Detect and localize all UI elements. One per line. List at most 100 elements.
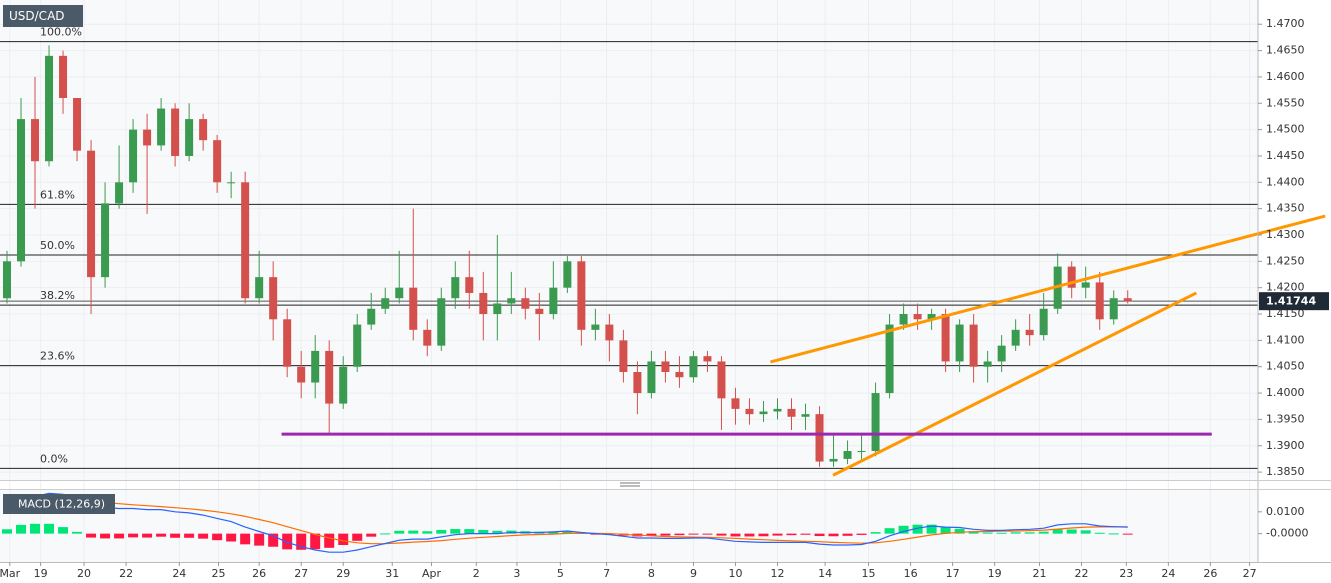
resize-handle[interactable]: [620, 482, 640, 487]
y-tick-label: 0.0100: [1266, 505, 1305, 518]
candle-body: [885, 324, 894, 394]
x-tick-label: 3: [513, 567, 520, 580]
y-tick-label: 1.3900: [1266, 439, 1305, 452]
macd-histogram-bar: [758, 533, 769, 537]
candle-body: [73, 98, 82, 151]
macd-histogram-bar: [730, 533, 741, 537]
trendline: [770, 214, 1326, 364]
x-tick-label: 24: [1161, 567, 1175, 580]
x-tick-label: 26: [252, 567, 266, 580]
candle-body: [381, 298, 390, 309]
macd-histogram-bar: [1052, 529, 1063, 534]
candle-body: [409, 287, 418, 330]
x-tick-label: 19: [988, 567, 1002, 580]
x-tick-label: 9: [690, 567, 697, 580]
candle-body: [843, 451, 852, 459]
x-tick-label: 22: [1074, 567, 1088, 580]
macd-histogram-bar: [548, 531, 559, 534]
macd-histogram-bar: [786, 533, 797, 536]
macd-histogram-bar: [814, 533, 825, 537]
macd-histogram-bar: [310, 533, 321, 550]
x-tick-label: 12: [770, 567, 784, 580]
x-tick-label: 7: [603, 567, 610, 580]
macd-histogram-bar: [688, 533, 699, 535]
candle-body: [941, 314, 950, 362]
x-tick-label: 16: [904, 567, 918, 580]
candle-body: [787, 408, 796, 417]
candle-body: [1067, 266, 1076, 288]
y-tick-label: 1.4500: [1266, 123, 1305, 136]
candle-body: [731, 398, 740, 409]
candle-body: [605, 324, 614, 341]
macd-histogram-bar: [114, 533, 125, 539]
macd-histogram-bar: [982, 532, 993, 534]
macd-histogram-bar: [1038, 531, 1049, 534]
macd-histogram-bar: [800, 533, 811, 535]
y-tick-label: 1.4350: [1266, 202, 1305, 215]
candle-body: [451, 277, 460, 299]
macd-histogram-bar: [702, 533, 713, 535]
candle-body: [1095, 282, 1104, 320]
candle-body: [283, 319, 292, 367]
candle-body: [997, 345, 1006, 362]
x-tick-label: 21: [1032, 567, 1046, 580]
candle-body: [773, 408, 782, 412]
x-tick-label: 24: [172, 567, 186, 580]
x-tick-label: 14: [818, 567, 832, 580]
x-tick-label: 31: [385, 567, 399, 580]
macd-histogram-bar: [352, 533, 363, 541]
title-box: [3, 5, 83, 27]
candle-body: [115, 182, 124, 204]
macd-histogram-bar: [30, 523, 41, 534]
macd-histogram-bar: [842, 533, 853, 536]
macd-histogram-bar: [394, 530, 405, 534]
macd-histogram-bar: [562, 531, 573, 534]
last-price-label: 1.41744: [1266, 295, 1316, 308]
x-tick-label: Mar: [0, 567, 21, 580]
macd-histogram-bar: [1066, 529, 1077, 534]
macd-histogram-bar: [324, 533, 335, 548]
macd-histogram-bar: [156, 533, 167, 537]
macd-histogram-bar: [1108, 533, 1119, 535]
y-tick-label: 1.3950: [1266, 412, 1305, 425]
candle-body: [1109, 298, 1118, 320]
macd-histogram-bar: [940, 527, 951, 534]
candle-body: [493, 303, 502, 315]
macd-histogram-bar: [492, 530, 503, 534]
macd-histogram-bar: [366, 533, 377, 537]
x-tick-label: 25: [212, 567, 226, 580]
macd-histogram-bar: [128, 533, 139, 538]
candle-body: [675, 371, 684, 378]
candle-body: [829, 458, 838, 462]
x-tick-label: 27: [1243, 567, 1257, 580]
x-tick-label: 29: [336, 567, 350, 580]
macd-histogram-bar: [422, 531, 433, 534]
x-tick-label: 22: [119, 567, 133, 580]
macd-line: [6, 492, 1128, 553]
macd-histogram-bar: [16, 524, 27, 534]
candle-body: [703, 356, 712, 362]
candle-body: [1011, 329, 1020, 346]
macd-histogram-bar: [380, 533, 391, 535]
macd-histogram-bar: [170, 533, 181, 538]
candle-body: [759, 411, 768, 415]
y-tick-label: 1.4650: [1266, 44, 1305, 57]
y-tick-label: 1.4550: [1266, 96, 1305, 109]
candle-body: [437, 298, 446, 346]
candle-body: [521, 298, 530, 309]
macd-histogram-bar: [58, 527, 69, 534]
candle-body: [297, 366, 306, 383]
candle-body: [255, 277, 264, 299]
macd-label-box: [3, 494, 115, 514]
last-price-box: [1259, 292, 1329, 311]
y-tick-label: 1.4000: [1266, 386, 1305, 399]
candle-body: [717, 361, 726, 399]
candle-body: [857, 451, 866, 453]
y-tick-label: 1.4150: [1266, 307, 1305, 320]
fib-label: 23.6%: [40, 350, 75, 363]
macd-histogram-bar: [912, 524, 923, 534]
macd-histogram-bar: [646, 533, 657, 536]
candle-body: [563, 261, 572, 288]
